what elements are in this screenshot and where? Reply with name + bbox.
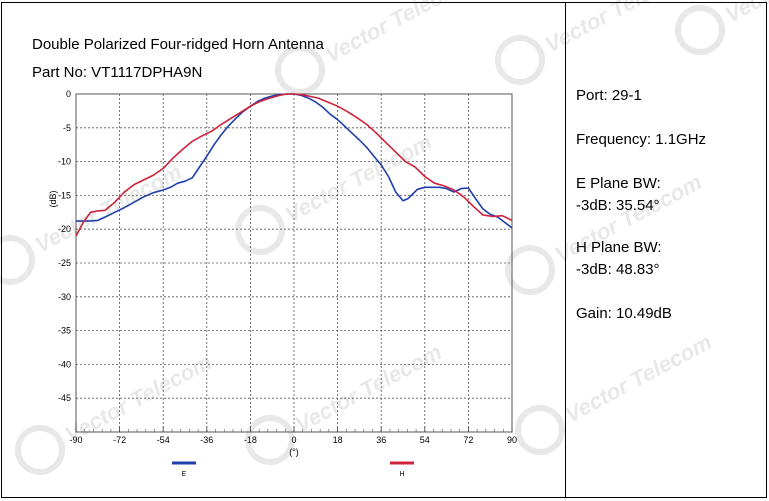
eplane-bw-value: -3dB: 35.54° [576, 197, 660, 214]
x-tick-label: 0 [291, 435, 296, 445]
x-tick-label: 54 [420, 435, 430, 445]
port-label: Port: 29-1 [576, 87, 642, 104]
row-divider [1, 497, 767, 498]
x-tick-label: -72 [113, 435, 126, 445]
y-tick-label: -15 [58, 190, 71, 200]
x-tick-label: 72 [463, 435, 473, 445]
hplane-bw-title: H Plane BW: [576, 239, 662, 256]
x-tick-label: 36 [376, 435, 386, 445]
y-tick-label: -20 [58, 224, 71, 234]
y-axis-label: (dB) [48, 190, 58, 207]
y-tick-label: -25 [58, 258, 71, 268]
y-tick-label: 0 [66, 89, 71, 99]
x-tick-label: -90 [69, 435, 82, 445]
x-tick-label: 90 [507, 435, 517, 445]
legend-label-e: E [182, 471, 187, 478]
gain-label: Gain: 10.49dB [576, 305, 672, 322]
chart-title: Double Polarized Four-ridged Horn Antenn… [32, 36, 324, 53]
hplane-bw-value: -3dB: 48.83° [576, 261, 660, 278]
chart-subtitle: Part No: VT1117DPHA9N [32, 64, 203, 81]
column-divider [565, 2, 566, 498]
x-tick-label: -36 [200, 435, 213, 445]
y-tick-label: -35 [58, 326, 71, 336]
y-tick-label: -45 [58, 393, 71, 403]
y-tick-label: -10 [58, 157, 71, 167]
x-tick-label: -18 [244, 435, 257, 445]
x-tick-label: 18 [333, 435, 343, 445]
y-tick-label: -30 [58, 292, 71, 302]
legend-label-h: H [399, 471, 404, 478]
y-tick-label: -5 [63, 123, 71, 133]
series-line-h [75, 93, 513, 237]
x-axis-label: (°) [289, 447, 299, 457]
y-tick-label: -40 [58, 359, 71, 369]
x-tick-label: -54 [157, 435, 170, 445]
frequency-label: Frequency: 1.1GHz [576, 131, 707, 148]
eplane-bw-title: E Plane BW: [576, 175, 661, 192]
series-line-e [76, 93, 513, 229]
